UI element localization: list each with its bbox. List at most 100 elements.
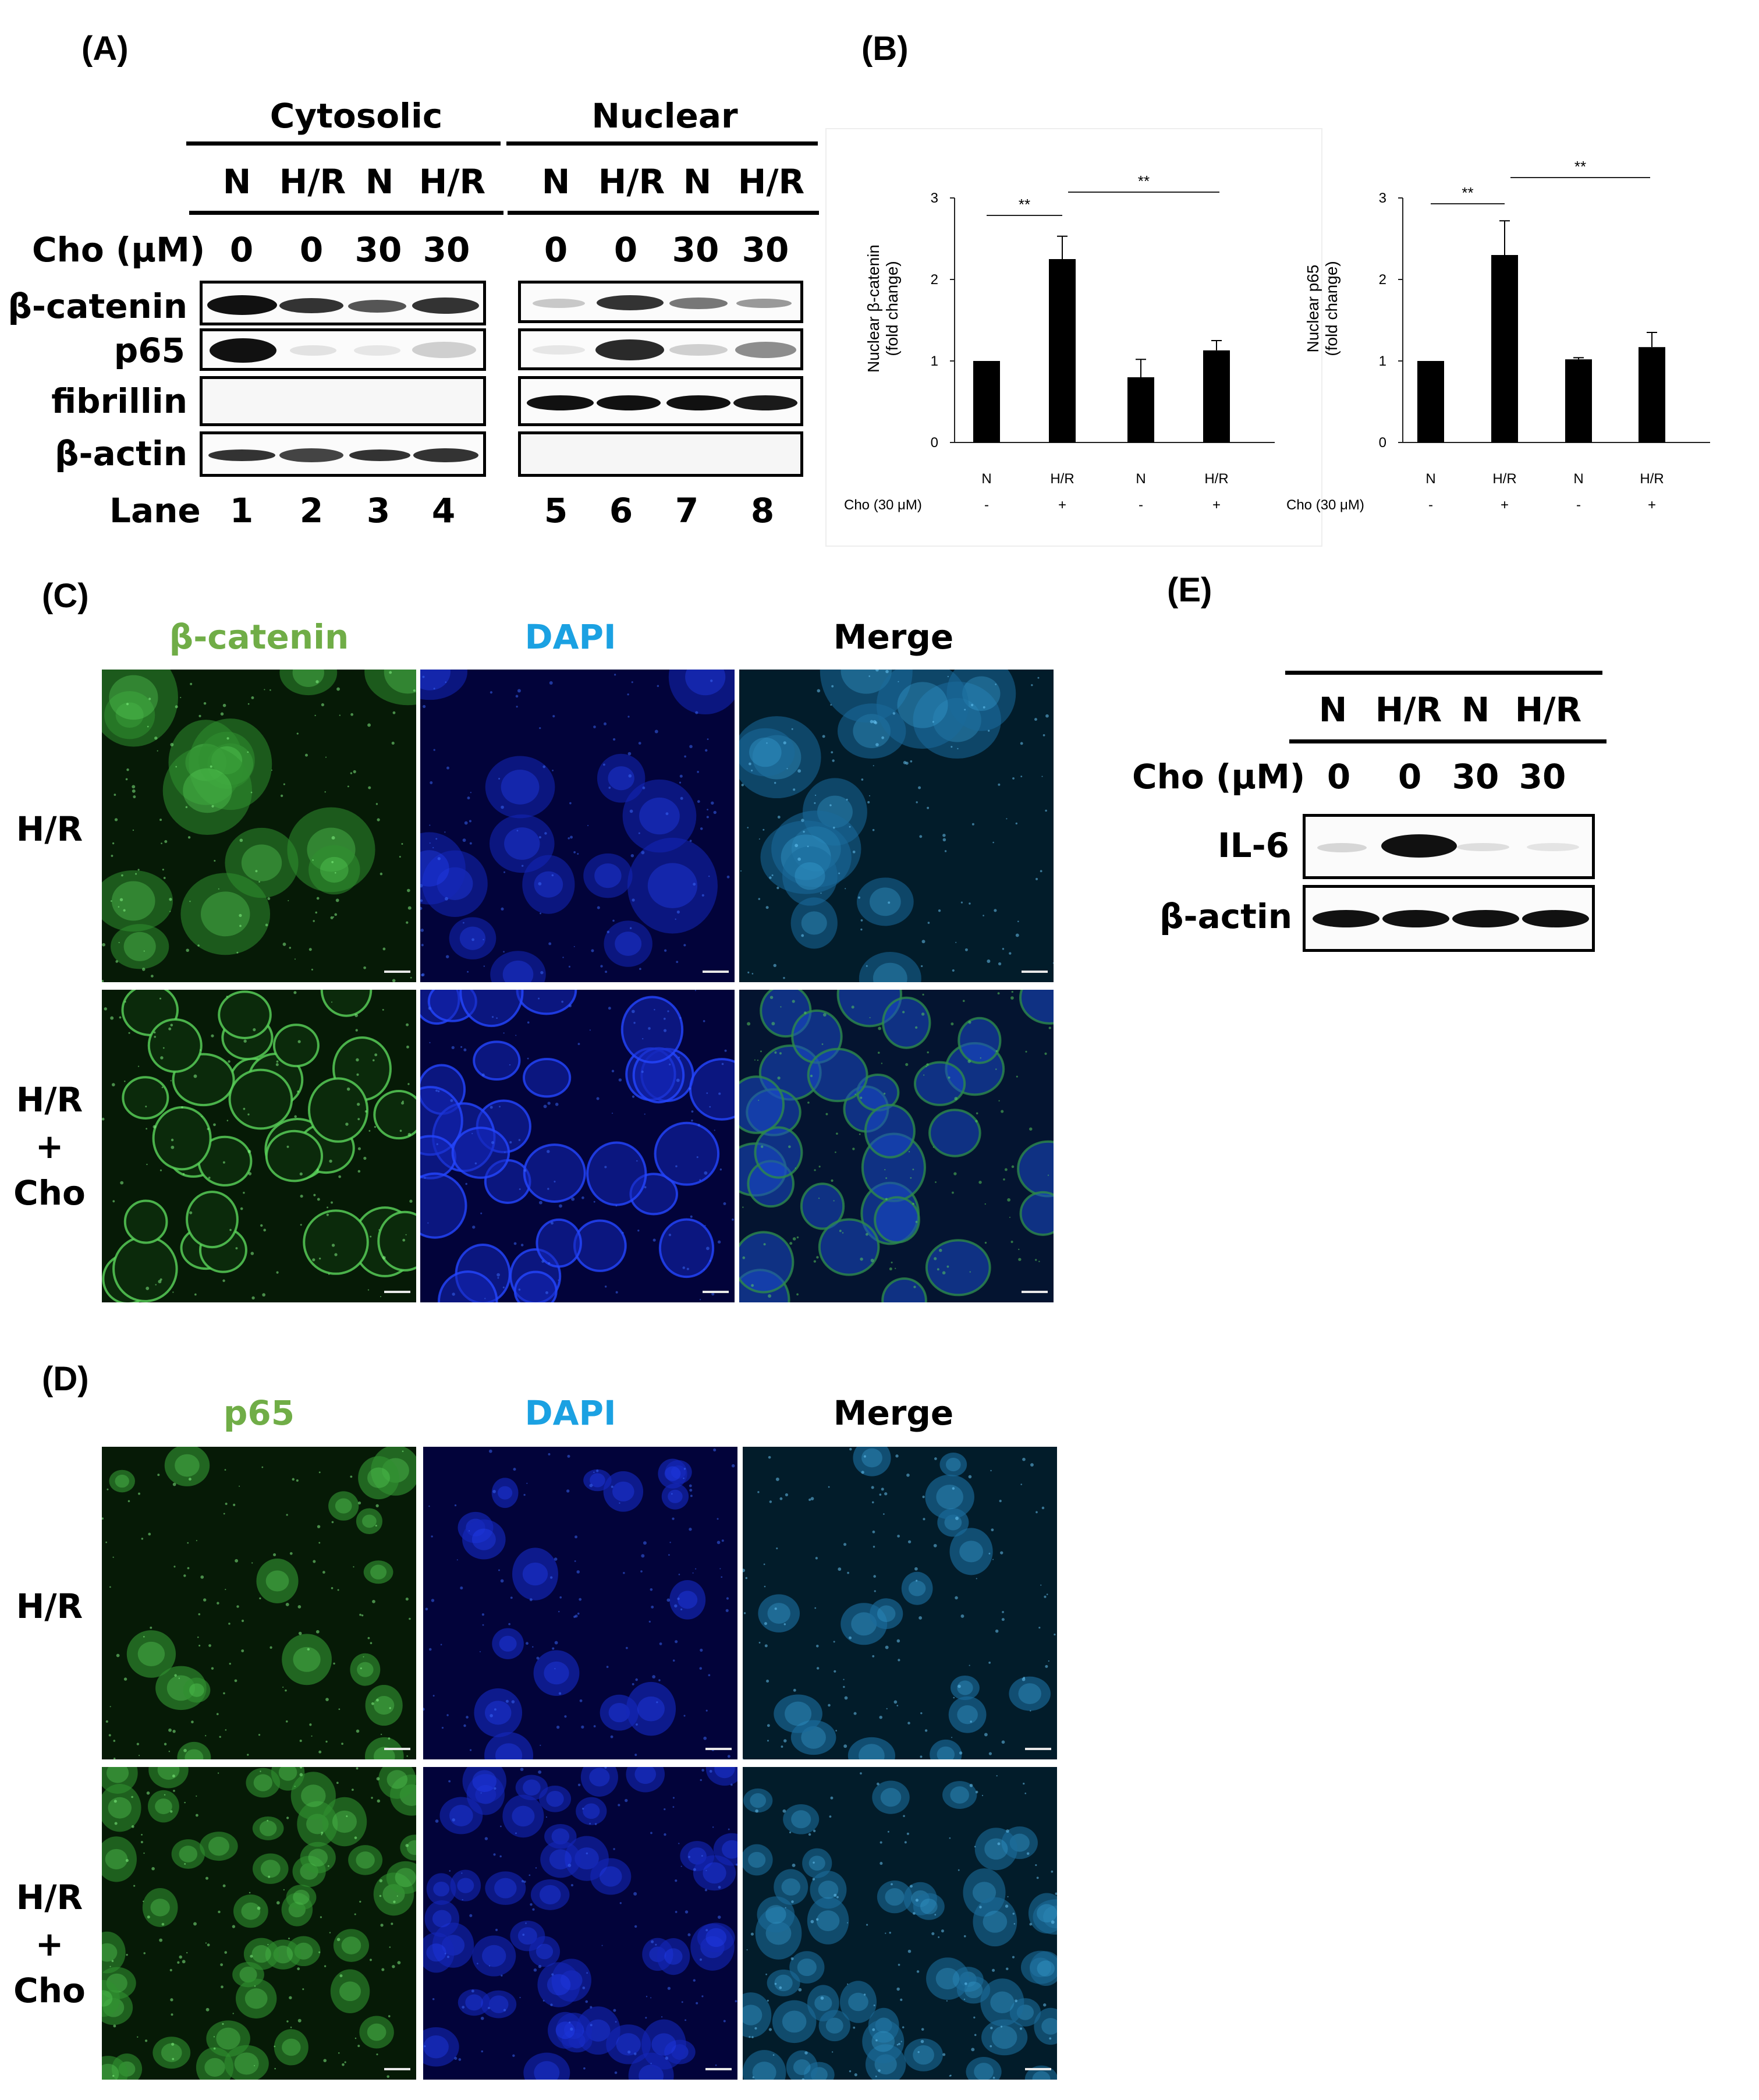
- significance-marker: **: [1574, 158, 1586, 175]
- cho-sign: +: [1648, 497, 1656, 513]
- micro-d-hr-green: [102, 1447, 416, 1759]
- y-tick-label: 0: [1379, 435, 1386, 451]
- category-label: N: [981, 471, 991, 487]
- c-col-title-beta-catenin: β-catenin: [169, 617, 349, 657]
- chart-beta-catenin: 0 1 2 3 Nuclear β-catenin(fold change) N - H/R +…: [844, 172, 1275, 513]
- conditions-rule-left: [189, 211, 503, 215]
- d-row-label-cho: Cho: [13, 1971, 86, 2010]
- lane-number: 4: [431, 491, 456, 530]
- e-row-label-beta-actin: β-actin: [1159, 897, 1292, 936]
- e-row-label-il6: IL-6: [1218, 826, 1289, 865]
- nuclear-header: Nuclear: [591, 96, 738, 136]
- condition-label: N: [222, 162, 251, 201]
- blot-e-beta-actin: [1303, 885, 1595, 952]
- e-cho-value: 0: [1398, 757, 1422, 796]
- chart-p65: 0 1 2 3 Nuclear p65(fold change) N - H/R + N - H/R +…: [1286, 158, 1710, 513]
- cho-sign: -: [984, 497, 989, 513]
- cho-sign: -: [1428, 497, 1433, 513]
- panel-label-a: (A): [81, 30, 129, 68]
- y-axis-label: Nuclear β-catenin(fold change): [864, 245, 901, 373]
- y-tick-label: 2: [1379, 272, 1386, 288]
- panel-b-frame-left: [825, 128, 1322, 547]
- row-label-p65: p65: [114, 331, 185, 370]
- blot-nuc-fibrillin: [518, 376, 803, 426]
- y-tick-label: 1: [931, 353, 938, 369]
- micro-c-hr-green: [102, 670, 416, 982]
- c-col-title-merge: Merge: [833, 617, 954, 657]
- d-row-label-hr: H/R: [16, 1586, 83, 1626]
- row-label-fibrillin: fibrillin: [51, 381, 187, 421]
- d-col-title-p65: p65: [223, 1393, 295, 1433]
- blot-nuc-beta-catenin: [518, 281, 803, 323]
- lane-number: 7: [675, 491, 699, 530]
- blot-nuc-p65: [518, 328, 803, 370]
- d-col-title-dapi: DAPI: [524, 1393, 616, 1433]
- lane-number: 2: [299, 491, 324, 530]
- category-label: H/R: [1050, 471, 1074, 487]
- nuclear-rule: [506, 141, 818, 146]
- micro-c-hrcho-blue: [420, 990, 735, 1302]
- panel-label-c: (C): [42, 577, 89, 615]
- significance-marker: **: [1019, 196, 1030, 213]
- c-row-label-hrcho: H/R: [16, 1080, 83, 1120]
- blot-cyto-beta-actin: [200, 431, 486, 477]
- lane-number: 8: [750, 491, 775, 530]
- e-cho-value: 30: [1519, 757, 1566, 796]
- cho-value: 0: [299, 230, 324, 270]
- e-condition: N: [1318, 690, 1347, 729]
- micro-d-hr-merge: [743, 1447, 1057, 1759]
- y-tick-label: 2: [931, 272, 938, 288]
- micro-d-hrcho-merge: [743, 1767, 1057, 2080]
- bar: [1639, 347, 1665, 442]
- conditions-rule-right: [508, 211, 819, 215]
- cytosolic-header: Cytosolic: [269, 96, 443, 136]
- cho-value: 0: [613, 230, 638, 270]
- micro-c-hr-blue: [420, 670, 735, 982]
- cho-value: 0: [544, 230, 568, 270]
- e-mid-rule: [1289, 739, 1606, 743]
- category-label: N: [1136, 471, 1146, 487]
- micro-c-hr-merge: [739, 670, 1054, 982]
- cho-sign: +: [1501, 497, 1509, 513]
- category-label: H/R: [1640, 471, 1664, 487]
- cho-sign: +: [1058, 497, 1066, 513]
- bar: [1203, 350, 1230, 442]
- c-row-label-cho: Cho: [13, 1173, 86, 1213]
- blot-e-il6: [1303, 814, 1595, 879]
- lane-number: 5: [544, 491, 568, 530]
- bar: [1491, 255, 1518, 442]
- cho-value: 30: [672, 230, 719, 270]
- blot-cyto-fibrillin: [200, 376, 486, 426]
- lane-number: 6: [609, 491, 633, 530]
- micro-c-hrcho-merge: [739, 990, 1054, 1302]
- y-axis-label: Nuclear p65(fold change): [1304, 261, 1340, 356]
- row-label-beta-catenin: β-catenin: [8, 286, 187, 326]
- cho-label: Cho (30 μM): [844, 497, 922, 513]
- blot-nuc-beta-actin: [518, 431, 803, 477]
- e-condition: N: [1461, 690, 1490, 729]
- d-row-label-hrcho: H/R: [16, 1878, 83, 1917]
- bar: [1417, 361, 1444, 442]
- c-col-title-dapi: DAPI: [524, 617, 616, 657]
- y-tick-label: 3: [931, 190, 938, 206]
- condition-label: H/R: [419, 162, 486, 201]
- category-label: H/R: [1204, 471, 1228, 487]
- bar: [973, 361, 1000, 442]
- condition-label: N: [365, 162, 394, 201]
- c-row-label-hr: H/R: [16, 809, 83, 849]
- row-label-beta-actin: β-actin: [54, 434, 187, 473]
- micro-d-hrcho-blue: [423, 1767, 737, 2080]
- micro-d-hrcho-green: [102, 1767, 416, 2080]
- condition-label: N: [683, 162, 712, 201]
- significance-marker: **: [1138, 172, 1150, 190]
- condition-label: N: [541, 162, 570, 201]
- significance-marker: **: [1462, 184, 1473, 201]
- bar: [1049, 259, 1076, 442]
- cho-label: Cho (30 μM): [1286, 497, 1364, 513]
- e-condition: H/R: [1375, 690, 1442, 729]
- cytosolic-rule: [186, 141, 501, 146]
- panel-label-e: (E): [1167, 571, 1212, 609]
- lane-number: 1: [229, 491, 254, 530]
- lane-number: 3: [366, 491, 391, 530]
- cho-value: 30: [354, 230, 402, 270]
